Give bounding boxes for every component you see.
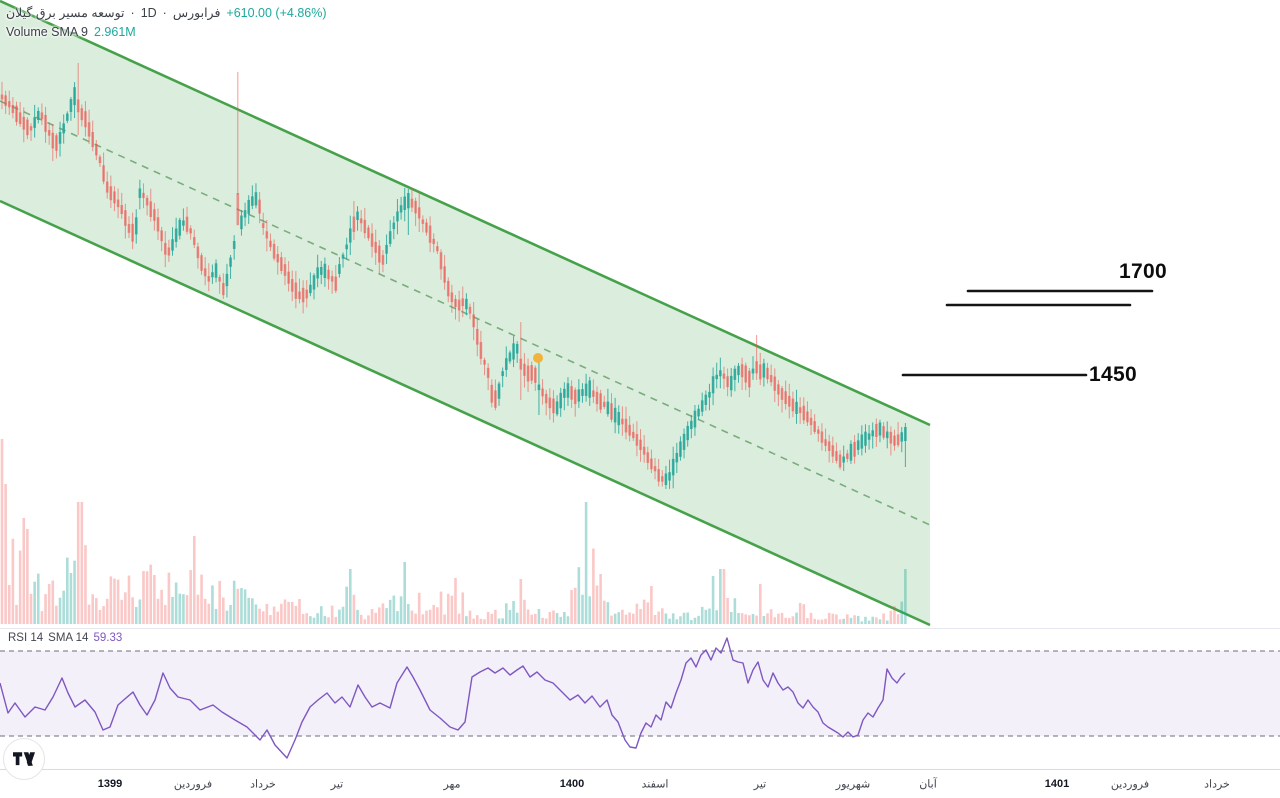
pane-separator[interactable] (0, 628, 1280, 629)
interval-label[interactable]: 1D (140, 5, 157, 20)
chart-legend: توسعه مسیر برق گیلان · 1D · فرابورس +610… (6, 5, 327, 44)
rsi-legend: RSI 14 SMA 14 59.33 (8, 632, 122, 644)
axis-month-label: مهر (443, 778, 461, 791)
axis-month-label: شهریور (835, 778, 871, 791)
axis-month-label: فروردین (1110, 778, 1150, 791)
rsi-indicator-label[interactable]: RSI 14 (8, 632, 44, 644)
volume-value: 2.961M (94, 25, 136, 39)
axis-month-label: فروردین (173, 778, 213, 791)
axis-year-label: 1401 (1044, 778, 1070, 790)
axis-year-label: 1400 (559, 778, 585, 790)
rsi-line[interactable] (0, 637, 906, 759)
volume-legend-row: Volume SMA 9 2.961M (6, 25, 327, 39)
rsi-value: 59.33 (93, 632, 123, 644)
main-chart-canvas[interactable] (0, 0, 1280, 628)
axis-month-label: خرداد (250, 778, 276, 791)
axis-year-label: 1399 (97, 778, 123, 790)
time-axis[interactable]: 1399 فروردین خرداد تیر مهر 1400 اسفند تیر شهریور… (0, 770, 1280, 798)
rsi-band (0, 651, 1280, 736)
tradingview-logo[interactable] (3, 738, 45, 780)
volume-series[interactable] (0, 439, 907, 624)
axis-month-label: تیر (330, 778, 344, 791)
axis-month-label: تیر (753, 778, 767, 791)
symbol-legend-row: توسعه مسیر برق گیلان · 1D · فرابورس +610… (6, 5, 327, 21)
candlestick-series[interactable] (0, 63, 907, 490)
tradingview-logo-icon (13, 752, 35, 766)
legend-separator: · (162, 5, 167, 20)
price-change-value: +610.00 (+4.86%) (226, 5, 327, 20)
axis-month-label: آبان (919, 778, 937, 791)
volume-indicator-label[interactable]: Volume SMA 9 (6, 25, 88, 39)
axis-month-label: خرداد (1204, 778, 1230, 791)
main-chart-pane[interactable]: توسعه مسیر برق گیلان · 1D · فرابورس +610… (0, 0, 1280, 628)
legend-separator: · (130, 5, 135, 20)
price-annotation-label-1450[interactable]: 1450 (1089, 363, 1137, 386)
rsi-canvas[interactable] (0, 629, 1280, 769)
exchange-label: فرابورس (172, 6, 221, 20)
regression-channel[interactable] (0, 0, 931, 627)
symbol-title[interactable]: توسعه مسیر برق گیلان (6, 6, 125, 20)
trendline-annotations[interactable] (901, 289, 1154, 377)
axis-month-label: اسفند (641, 778, 669, 791)
time-axis-border (0, 769, 1280, 770)
rsi-pane[interactable]: RSI 14 SMA 14 59.33 (0, 629, 1280, 769)
price-annotation-label-1700[interactable]: 1700 (1119, 260, 1167, 283)
rsi-sma-label[interactable]: SMA 14 (48, 632, 89, 644)
yellow-dot-marker (533, 353, 543, 363)
